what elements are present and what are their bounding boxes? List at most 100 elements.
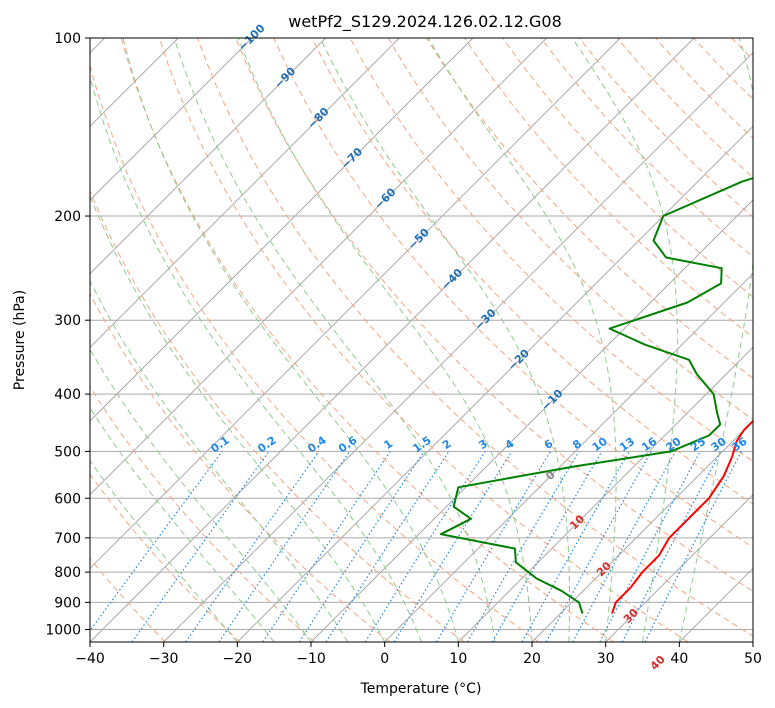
y-tick-label: 100 [54,31,81,47]
mixing-ratio-line [466,451,580,642]
y-tick-label: 1000 [45,622,81,638]
isotherm-line [90,38,474,422]
mixing-ratio-line [90,451,223,632]
x-tick-label: −10 [296,651,326,667]
dry-adiabat-line [158,38,689,642]
moist-adiabat-line [90,459,238,642]
dry-adiabat-line [693,38,753,100]
dry-adiabat-line [90,189,465,642]
plot-frame [89,37,754,643]
mixing-ratio-line [298,451,425,642]
y-tick-label: 900 [54,595,81,611]
moist-adiabat-line [319,38,570,642]
x-tick-label: −20 [223,651,253,667]
mixing-ratio-line [262,451,391,642]
x-tick-label: 20 [523,651,541,667]
mixing-ratio-lines [90,451,743,642]
isotherm-line [457,346,753,642]
dry-adiabat-line [90,473,241,642]
dry-adiabat-line [90,63,540,642]
mixing-ratio-line [325,451,450,642]
isotherm-line [531,420,753,642]
isotherm-line [90,38,327,275]
mixing-ratio-line [218,451,351,642]
isotherm-line [310,199,753,642]
mixing-ratio-line [364,451,486,642]
dry-adiabat-line [197,38,753,637]
dry-adiabat-line [120,38,614,642]
x-tick-label: −40 [75,651,105,667]
x-tick-label: 50 [744,651,762,667]
isotherm-label: −10 [539,387,566,414]
x-tick-label: 40 [670,651,688,667]
moist-adiabat-line [122,38,459,642]
y-tick-label: 200 [54,209,81,225]
x-axis: −40 −30 −20 −10 0 10 20 30 40 50 [75,642,762,667]
dry-adiabat-line [464,38,753,338]
isotherm-line [678,567,753,642]
moist-adiabat-line [90,194,386,642]
mixing-ratio-line [393,451,513,642]
dry-adiabat-line [273,38,753,548]
x-tick-label: 0 [380,651,389,667]
isotherm-labels: 0.1 0.2 0.4 0.6 1 1.5 2 3 4 6 8 10 13 16 20 25 30 36−100−… [208,21,749,672]
x-tick-label: 30 [597,651,615,667]
mixing-ratio-label: 0.1 [208,434,231,456]
temperature-profile-line [611,419,753,614]
mixing-ratio-line [185,451,320,642]
isotherm-line [236,125,753,642]
x-tick-label: 10 [449,651,467,667]
mixing-ratio-label: 4 [503,437,517,452]
dry-adiabat-line [90,292,390,642]
y-tick-label: 800 [54,565,81,581]
isotherm-label: 40 [648,653,668,673]
x-tick-label: −30 [149,651,179,667]
dry-adiabat-line [235,38,753,592]
mixing-ratio-line [572,451,677,642]
y-tick-label: 400 [54,387,81,403]
isotherm-line [90,38,548,496]
isotherm-line [384,272,753,642]
isotherm-line [90,38,695,642]
moist-adiabat-line [90,74,422,642]
dry-adiabat-line [349,38,753,463]
isotherm-line [752,641,753,642]
y-axis: 100 200 300 400 500 600 700 800 900 1000 [45,31,90,638]
mixing-ratio-line [621,451,722,642]
moist-adiabat-line [173,38,496,642]
isotherm-line [163,51,753,642]
isotherm-line [90,38,253,201]
plot-area: 0.1 0.2 0.4 0.6 1 1.5 2 3 4 6 8 10 13 16 20 25 30 36−100−… [89,21,775,673]
y-axis-label: Pressure (hPa) [12,290,28,390]
y-tick-label: 300 [54,313,81,329]
dry-adiabat-line [770,38,775,642]
moist-adiabat-line [90,407,275,642]
series-layer [439,177,753,614]
mixing-ratio-line [131,451,270,642]
dry-adiabat-line [655,38,753,139]
mixing-ratio-line [644,451,743,642]
moist-adiabat-line [678,38,753,642]
dry-adiabat-line [387,38,753,421]
isotherm-line [605,493,753,642]
moist-adiabat-line [427,38,617,642]
mixing-ratio-line [545,451,652,642]
x-axis-label: Temperature (°C) [360,681,482,697]
dewpoint-profile-line [439,177,753,614]
y-tick-label: 500 [54,444,81,460]
mixing-ratio-line [521,451,630,642]
dry-adiabat-line [502,38,753,298]
mixing-ratio-label: 0.2 [255,434,278,456]
dry-adiabat-line [90,385,316,642]
mixing-ratio-line [599,451,701,642]
dry-adiabat-line [425,38,753,379]
mixing-ratio-label: 6 [542,437,556,452]
background-lines [90,38,775,642]
mixing-ratio-label: 1 [382,437,396,452]
mixing-ratio-label: 2 [440,437,454,452]
y-tick-label: 600 [54,491,81,507]
dry-adiabat-line [311,38,753,505]
isotherm-line [90,38,621,570]
moist-adiabat-line [237,38,533,642]
